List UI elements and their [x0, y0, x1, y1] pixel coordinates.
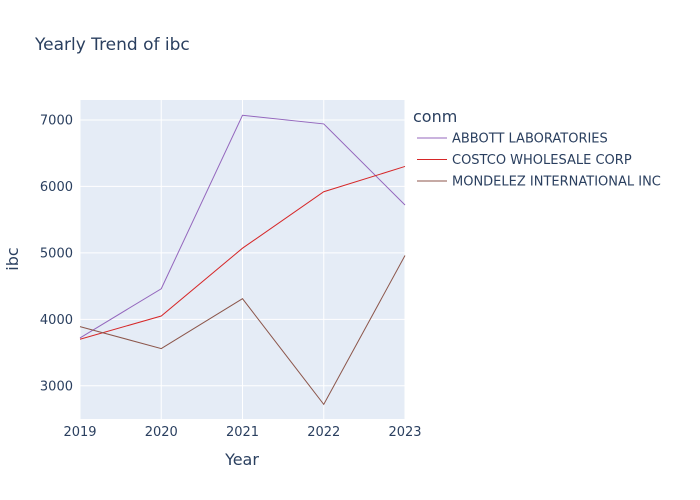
y-tick-label: 6000 [40, 180, 73, 195]
legend: conm ABBOTT LABORATORIES COSTCO WHOLESALE… [413, 107, 661, 190]
series-line-0 [79, 114, 406, 339]
legend-label-2: MONDELEZ INTERNATIONAL INC [452, 175, 661, 190]
y-tick-label: 7000 [40, 113, 73, 128]
chart-title: Yearly Trend of ibc [34, 35, 190, 55]
series-lines [79, 114, 406, 406]
legend-label-1: COSTCO WHOLESALE CORP [452, 153, 632, 168]
x-axis-label: Year [224, 450, 259, 469]
grid-lines [79, 100, 406, 419]
y-tick-label: 3000 [40, 379, 73, 394]
x-tick-label: 2023 [388, 425, 421, 440]
x-tick-label: 2020 [145, 425, 178, 440]
x-axis-ticks: 2019 2020 2021 2022 2023 [63, 425, 421, 440]
series-line-2 [79, 255, 406, 406]
legend-label-0: ABBOTT LABORATORIES [452, 132, 608, 147]
y-axis-ticks: 3000 4000 5000 6000 7000 [40, 113, 73, 394]
y-axis-label: ibc [3, 247, 22, 270]
series-line-1 [79, 165, 406, 340]
y-tick-label: 5000 [40, 246, 73, 261]
legend-title: conm [413, 107, 457, 126]
x-tick-label: 2021 [226, 425, 259, 440]
x-tick-label: 2022 [307, 425, 340, 440]
x-tick-label: 2019 [63, 425, 96, 440]
y-tick-label: 4000 [40, 313, 73, 328]
